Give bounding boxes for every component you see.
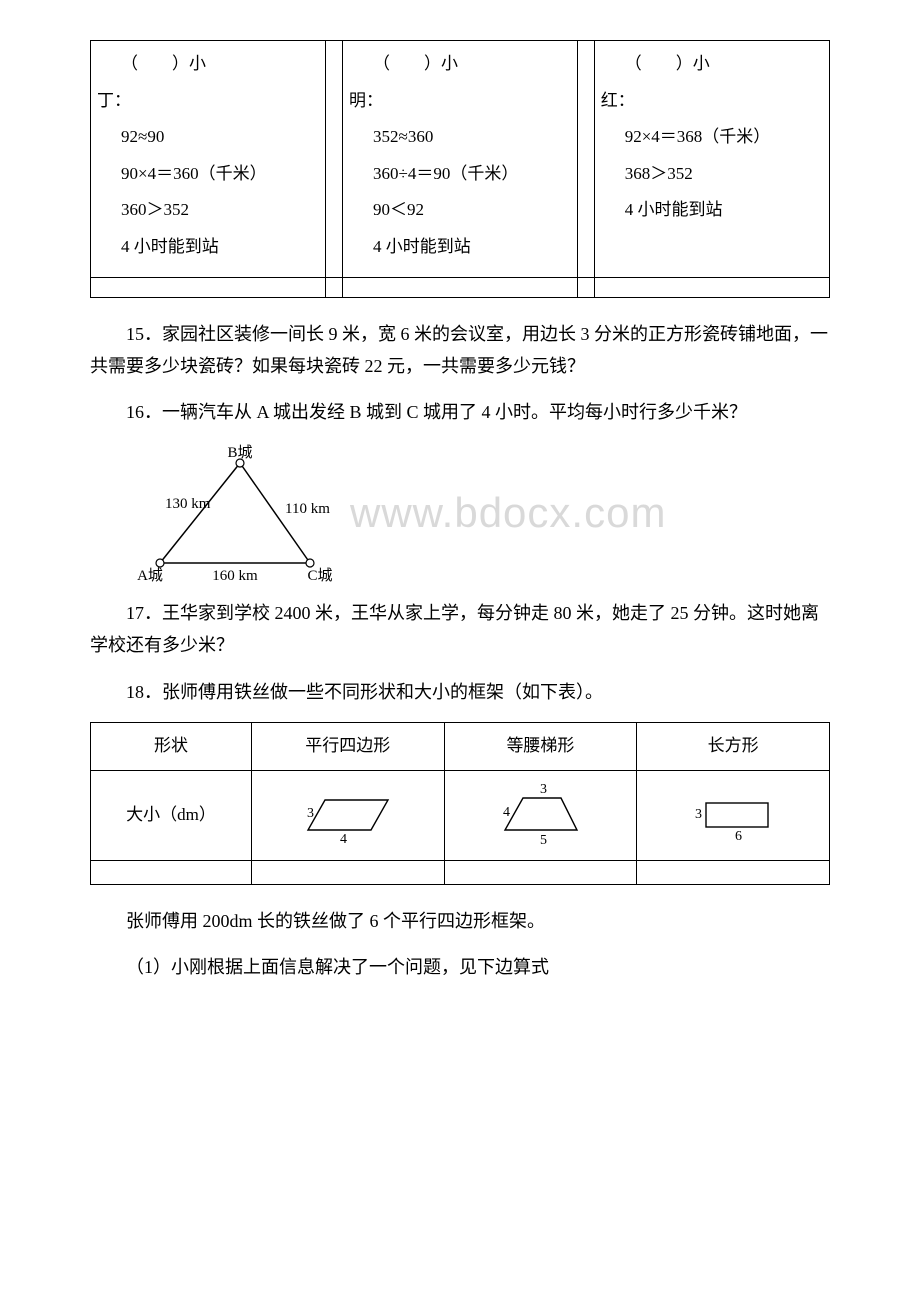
calc-line: 352≈360 <box>373 122 571 153</box>
student-name: 明： <box>349 86 571 117</box>
calc-line: 92×4＝368（千米） <box>625 122 823 153</box>
frames-table: 形状 平行四边形 等腰梯形 长方形 大小（dm） 3 4 3 4 5 <box>90 722 830 885</box>
calc-line: 92≈90 <box>121 122 319 153</box>
empty-cell <box>91 277 326 297</box>
student-name: 红： <box>601 86 823 117</box>
question-15: 15．家园社区装修一间长 9 米，宽 6 米的会议室，用边长 3 分米的正方形瓷… <box>90 318 830 383</box>
empty-cell <box>326 41 343 278</box>
calc-line: 4 小时能到站 <box>373 232 571 263</box>
empty-cell <box>577 41 594 278</box>
watermark-text: www.bdocx.com <box>350 475 666 551</box>
calc-line: 360＞352 <box>121 195 319 226</box>
header-shape: 形状 <box>91 722 252 770</box>
node-b: B城 <box>227 444 252 461</box>
question-18: 18．张师傅用铁丝做一些不同形状和大小的框架（如下表）。 <box>90 676 830 708</box>
header-trapezoid: 等腰梯形 <box>444 722 637 770</box>
node-a: A城 <box>137 567 163 584</box>
header-rectangle: 长方形 <box>637 722 830 770</box>
trapezoid-icon: 3 4 5 <box>485 780 595 850</box>
triangle-svg: B城 A城 C城 130 km 110 km 160 km <box>110 443 340 583</box>
empty-cell <box>326 277 343 297</box>
blank-label: （ ）小 <box>625 49 823 80</box>
empty-cell <box>637 860 830 884</box>
para-bottom: 4 <box>340 832 347 847</box>
blank-label: （ ）小 <box>121 49 319 80</box>
empty-cell <box>594 277 829 297</box>
calc-line: 360÷4＝90（千米） <box>373 159 571 190</box>
trap-top: 3 <box>540 782 547 797</box>
para-left: 3 <box>307 806 314 821</box>
edge-ac: 160 km <box>212 568 258 584</box>
header-parallelogram: 平行四边形 <box>251 722 444 770</box>
empty-cell <box>444 860 637 884</box>
empty-cell <box>577 277 594 297</box>
question-17: 17．王华家到学校 2400 米，王华从家上学，每分钟走 80 米，她走了 25… <box>90 597 830 662</box>
blank-label: （ ）小 <box>373 49 571 80</box>
rect-left: 3 <box>695 807 702 822</box>
cell-parallelogram: 3 4 <box>251 770 444 860</box>
calc-line: 368＞352 <box>625 159 823 190</box>
cell-xiaoding: （ ）小 丁： 92≈90 90×4＝360（千米） 360＞352 4 小时能… <box>91 41 326 278</box>
rect-bottom: 6 <box>735 829 742 844</box>
edge-ab: 130 km <box>165 496 211 512</box>
calc-line: 4 小时能到站 <box>121 232 319 263</box>
empty-cell <box>251 860 444 884</box>
calc-line: 90×4＝360（千米） <box>121 159 319 190</box>
question-18-sub1: （1）小刚根据上面信息解决了一个问题，见下边算式 <box>90 951 830 983</box>
triangle-diagram: B城 A城 C城 130 km 110 km 160 km www.bdocx.… <box>110 443 830 583</box>
solutions-table: （ ）小 丁： 92≈90 90×4＝360（千米） 360＞352 4 小时能… <box>90 40 830 298</box>
empty-cell <box>91 860 252 884</box>
calc-line: 90＜92 <box>373 195 571 226</box>
trap-bottom: 5 <box>540 833 547 848</box>
empty-cell <box>343 277 578 297</box>
parallelogram-icon: 3 4 <box>293 785 403 845</box>
question-16: 16．一辆汽车从 A 城出发经 B 城到 C 城用了 4 小时。平均每小时行多少… <box>90 396 830 428</box>
rectangle-icon: 3 6 <box>678 785 788 845</box>
node-c: C城 <box>307 567 332 584</box>
cell-xiaoming: （ ）小 明： 352≈360 360÷4＝90（千米） 90＜92 4 小时能… <box>343 41 578 278</box>
edge-bc: 110 km <box>285 501 330 517</box>
row-label-size: 大小（dm） <box>91 770 252 860</box>
student-name: 丁： <box>97 86 319 117</box>
question-18-text: 张师傅用 200dm 长的铁丝做了 6 个平行四边形框架。 <box>90 905 830 937</box>
cell-trapezoid: 3 4 5 <box>444 770 637 860</box>
calc-line: 4 小时能到站 <box>625 195 823 226</box>
cell-xiaohong: （ ）小 红： 92×4＝368（千米） 368＞352 4 小时能到站 <box>594 41 829 278</box>
trap-left: 4 <box>503 805 510 820</box>
cell-rectangle: 3 6 <box>637 770 830 860</box>
